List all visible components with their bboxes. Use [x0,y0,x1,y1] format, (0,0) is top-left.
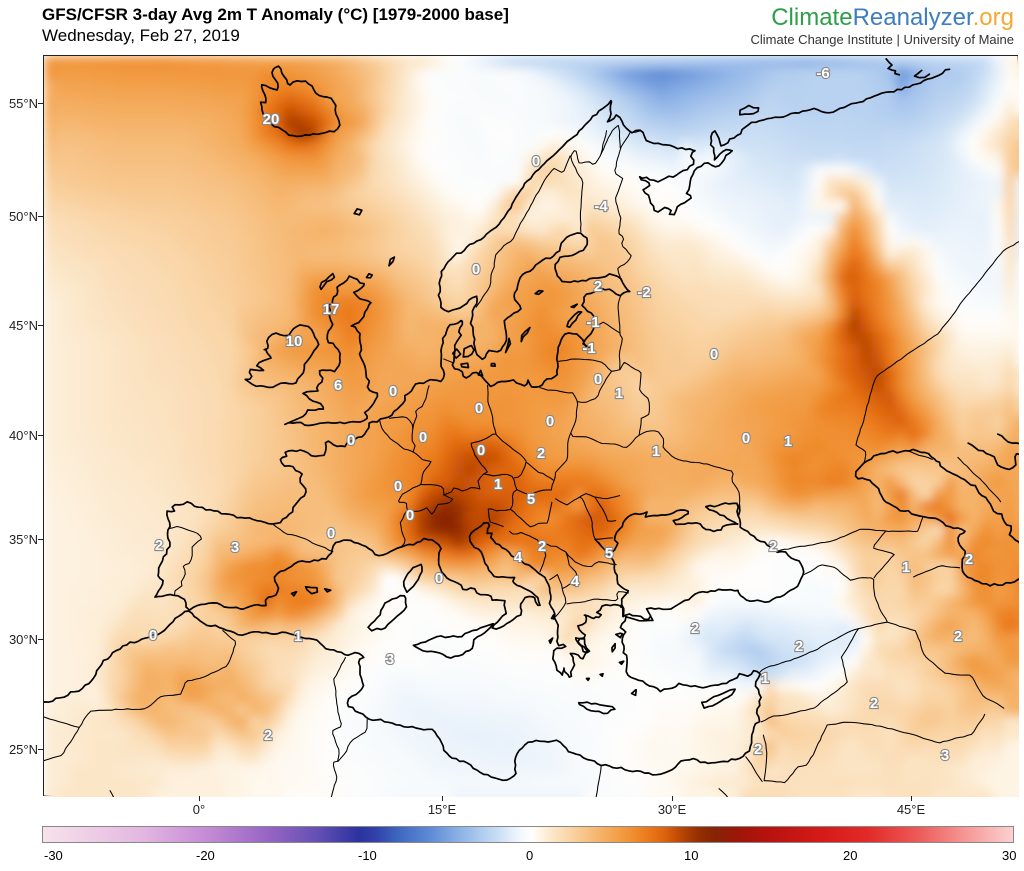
svg-text:10: 10 [286,333,303,350]
svg-text:2: 2 [264,727,272,744]
svg-text:0: 0 [406,507,414,524]
svg-text:5: 5 [605,545,613,562]
svg-text:1: 1 [615,385,623,402]
svg-text:-1: -1 [586,314,599,331]
svg-text:2: 2 [870,695,878,712]
svg-text:2: 2 [769,538,777,555]
svg-text:0: 0 [394,478,402,495]
svg-text:-2: -2 [637,284,650,301]
svg-text:0: 0 [389,383,397,400]
svg-text:0: 0 [327,525,335,542]
svg-text:3: 3 [941,747,949,764]
svg-text:0: 0 [594,371,602,388]
svg-text:1: 1 [494,476,502,493]
svg-text:0: 0 [435,570,443,587]
svg-text:6: 6 [334,377,342,394]
svg-text:2: 2 [954,628,962,645]
svg-text:2: 2 [795,638,803,655]
svg-text:2: 2 [537,445,545,462]
svg-text:2: 2 [538,538,546,555]
svg-text:4: 4 [514,549,523,566]
svg-text:2: 2 [965,551,973,568]
svg-text:0: 0 [149,627,157,644]
svg-text:0: 0 [532,153,540,170]
svg-text:0: 0 [347,432,355,449]
svg-text:-6: -6 [816,65,829,82]
svg-text:0: 0 [472,261,480,278]
svg-text:20: 20 [263,111,280,128]
svg-text:1: 1 [902,559,910,576]
svg-text:5: 5 [527,491,535,508]
svg-text:2: 2 [155,537,163,554]
svg-text:1: 1 [294,628,302,645]
svg-text:3: 3 [386,651,394,668]
svg-text:-1: -1 [582,340,595,357]
svg-text:2: 2 [594,278,602,295]
svg-text:2: 2 [754,741,762,758]
svg-text:0: 0 [546,413,554,430]
svg-text:1: 1 [761,670,769,687]
svg-text:1: 1 [652,443,660,460]
svg-text:3: 3 [231,539,239,556]
svg-text:0: 0 [710,346,718,363]
svg-text:-4: -4 [594,198,608,215]
svg-text:0: 0 [419,429,427,446]
svg-text:0: 0 [742,430,750,447]
svg-text:17: 17 [323,301,340,318]
svg-text:0: 0 [475,400,483,417]
svg-text:1: 1 [784,433,792,450]
svg-text:2: 2 [691,620,699,637]
svg-text:0: 0 [477,442,485,459]
svg-text:4: 4 [571,573,580,590]
